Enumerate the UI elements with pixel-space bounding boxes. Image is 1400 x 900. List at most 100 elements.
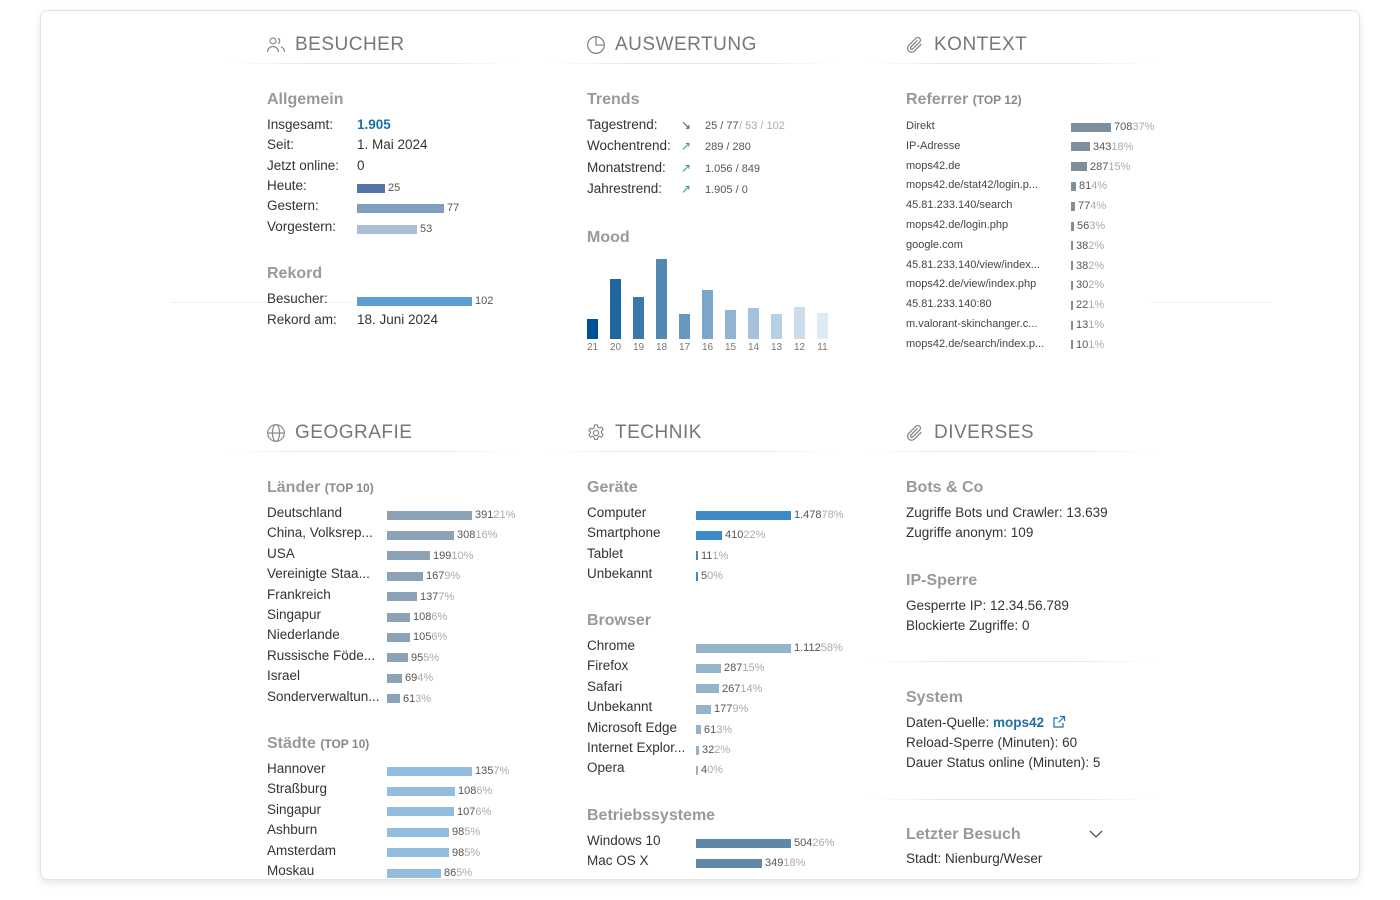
item-count: 61 bbox=[704, 723, 717, 736]
city-row: Straßburg 108 6% bbox=[267, 781, 567, 801]
bar-cell: 10 1% bbox=[1071, 339, 1104, 351]
referrer-row: mops42.de 287 15% bbox=[906, 157, 1206, 177]
external-link-icon[interactable] bbox=[1052, 715, 1066, 732]
bar bbox=[387, 612, 410, 622]
item-label: USA bbox=[267, 545, 295, 561]
bar-cell: 56 3% bbox=[1071, 220, 1105, 232]
device-row: Computer 1.478 78% bbox=[587, 505, 887, 525]
subsection-title: System bbox=[906, 689, 963, 706]
bar bbox=[387, 786, 455, 796]
bar-cell: 349 18% bbox=[696, 857, 805, 869]
anonym-count: Zugriffe anonym: 109 bbox=[906, 525, 1034, 540]
item-percent: 16% bbox=[475, 529, 498, 542]
trend-label: Monatstrend: bbox=[587, 159, 666, 175]
trend-label: Jahrestrend: bbox=[587, 180, 663, 196]
bar-cell: 708 37% bbox=[1071, 121, 1154, 133]
item-label: Moskau bbox=[267, 863, 315, 878]
item-count: 391 bbox=[475, 509, 494, 521]
item-count: 56 bbox=[1077, 220, 1090, 232]
item-label: Vereinigte Staa... bbox=[267, 566, 370, 582]
data-source-link[interactable]: mops42 bbox=[993, 715, 1045, 730]
bar-cell: 107 6% bbox=[387, 806, 491, 818]
item-label: Opera bbox=[587, 760, 625, 776]
section-title: DIVERSES bbox=[934, 422, 1035, 443]
item-percent: 9% bbox=[732, 703, 749, 716]
item-count: 77 bbox=[1078, 200, 1091, 213]
bar-cell: 86 5% bbox=[387, 867, 472, 879]
item-count: 38 bbox=[1076, 259, 1089, 272]
country-row: USA 199 10% bbox=[267, 546, 567, 566]
bar bbox=[696, 551, 698, 561]
item-count: 69 bbox=[405, 672, 418, 685]
subsection-title: Allgemein bbox=[267, 91, 344, 108]
paperclip-icon bbox=[905, 423, 925, 443]
chevron-down-icon[interactable] bbox=[1088, 827, 1104, 845]
browser-row: Chrome 1.112 58% bbox=[587, 638, 887, 658]
item-percent: 3% bbox=[716, 723, 733, 736]
referrer-row: mops42.de/login.php 56 3% bbox=[906, 216, 1206, 236]
item-percent: 6% bbox=[431, 611, 448, 623]
item-label: Singapur bbox=[267, 801, 322, 817]
bar bbox=[1071, 340, 1073, 350]
mood-day-label: 20 bbox=[609, 342, 622, 353]
bar bbox=[387, 766, 472, 776]
trend-up-icon: ↗ bbox=[681, 181, 692, 196]
item-count: 98 bbox=[452, 826, 465, 839]
bar-cell: 22 1% bbox=[1071, 299, 1104, 312]
bar bbox=[696, 745, 699, 755]
subsection-title: Bots & Co bbox=[906, 479, 984, 496]
bar-heute bbox=[357, 183, 385, 193]
item-count: 22 bbox=[1076, 299, 1089, 312]
bar bbox=[696, 704, 711, 714]
subsection-title: Letzter Besuch bbox=[906, 826, 1021, 843]
online-duration: Dauer Status online (Minuten): 5 bbox=[906, 755, 1101, 770]
item-percent: 2% bbox=[1088, 239, 1105, 252]
stat-rekord-am: Rekord am: 18. Juni 2024 bbox=[267, 312, 439, 327]
item-percent: 1% bbox=[1088, 319, 1105, 331]
item-label: 45.81.233.140:80 bbox=[906, 298, 992, 311]
item-percent: 2% bbox=[1088, 259, 1105, 272]
city-row: Singapur 107 6% bbox=[267, 802, 567, 822]
bar bbox=[696, 643, 791, 653]
os-row: Mac OS X 349 18% bbox=[587, 853, 887, 873]
item-percent: 2% bbox=[714, 744, 731, 756]
divider bbox=[1151, 302, 1271, 303]
item-percent: 7% bbox=[438, 590, 455, 603]
bar-cell: 38 2% bbox=[1071, 259, 1105, 272]
bar bbox=[1071, 221, 1074, 231]
item-percent: 22% bbox=[743, 529, 766, 542]
bar-cell: 32 2% bbox=[696, 744, 731, 756]
item-label: Windows 10 bbox=[587, 833, 661, 848]
item-count: 287 bbox=[724, 662, 743, 675]
total-visitors-link[interactable]: 1.905 bbox=[357, 117, 391, 132]
last-visit-panel[interactable]: Letzter Besuch Stadt: Nienburg/Weser bbox=[881, 811, 1151, 879]
stat-rekord-besucher: Besucher: 102 bbox=[267, 291, 494, 307]
country-row: China, Volksrep... 308 16% bbox=[267, 525, 567, 545]
item-label: Firefox bbox=[587, 658, 629, 674]
bar bbox=[1071, 300, 1073, 310]
city-row: Hannover 135 7% bbox=[267, 761, 567, 781]
item-count: 95 bbox=[411, 651, 424, 664]
bar bbox=[387, 571, 423, 581]
bar bbox=[1071, 162, 1087, 172]
stat-insgesamt: Insgesamt: 1.905 bbox=[267, 117, 391, 132]
data-source: Daten-Quelle: mops42 bbox=[906, 715, 1066, 732]
item-label: IP-Adresse bbox=[906, 139, 961, 152]
subsection-title: Trends bbox=[587, 91, 640, 108]
section-header-technik: TECHNIK bbox=[586, 418, 702, 448]
item-count: 343 bbox=[1093, 140, 1112, 153]
item-count: 177 bbox=[714, 703, 733, 716]
item-label: Safari bbox=[587, 678, 623, 694]
trend-down-icon: ↘ bbox=[681, 118, 692, 132]
section-divider bbox=[865, 451, 1155, 452]
bar-cell: 267 14% bbox=[696, 683, 762, 695]
bar bbox=[1071, 122, 1111, 132]
mood-day-label: 13 bbox=[770, 342, 783, 353]
item-count: 504 bbox=[794, 837, 813, 849]
bar-cell: 199 10% bbox=[387, 550, 473, 562]
item-count: 708 bbox=[1114, 121, 1133, 133]
item-percent: 15% bbox=[742, 662, 765, 675]
item-percent: 2% bbox=[1088, 279, 1105, 292]
subsection-title: IP-Sperre bbox=[906, 572, 978, 589]
item-percent: 6% bbox=[431, 631, 448, 644]
